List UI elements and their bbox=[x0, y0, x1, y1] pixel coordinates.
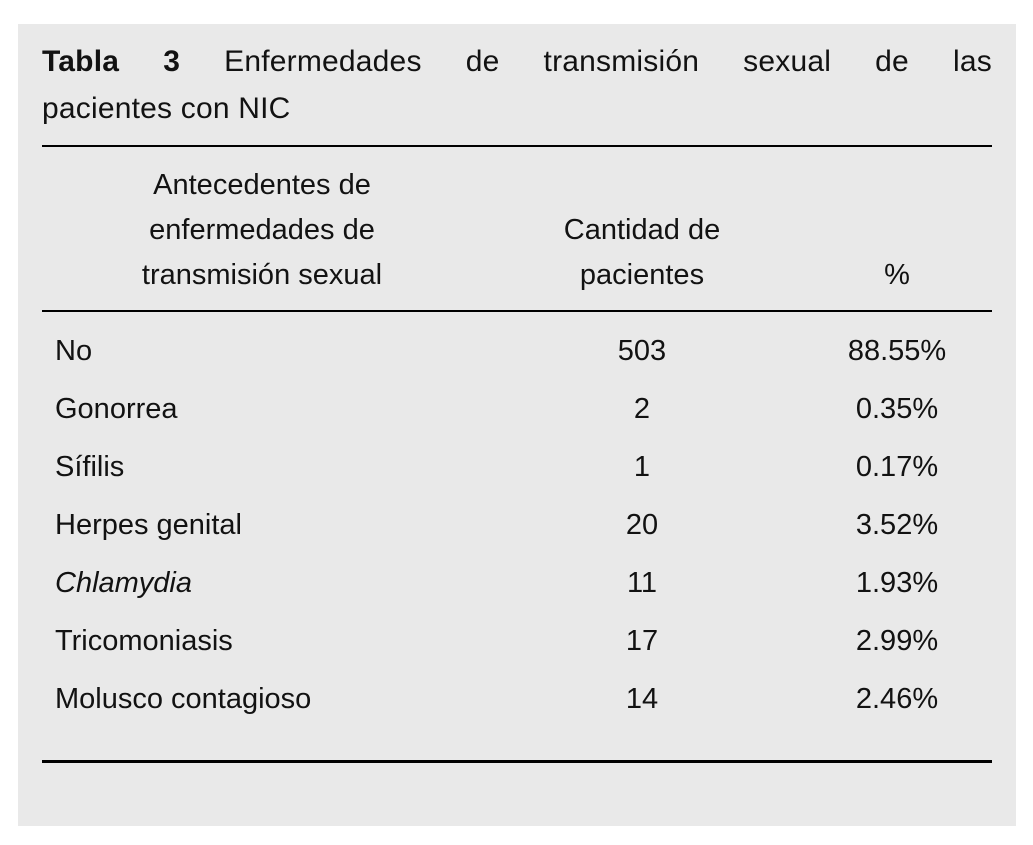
caption-word: Enfermedades bbox=[224, 45, 422, 78]
row-label: Tricomoniasis bbox=[55, 624, 233, 657]
row-label: Sífilis bbox=[55, 450, 125, 483]
column-header-percent: % bbox=[884, 259, 910, 291]
row-percent: 3.52% bbox=[855, 508, 939, 541]
caption-word: de bbox=[465, 45, 500, 78]
row-label: No bbox=[55, 334, 93, 367]
table-row: No 503 88.55% bbox=[42, 322, 992, 380]
table-row: Sífilis 1 0.17% bbox=[42, 438, 992, 496]
row-label: Molusco contagioso bbox=[55, 682, 312, 715]
table-row: Molusco contagioso 14 2.46% bbox=[42, 670, 992, 728]
caption-word: transmisión bbox=[543, 45, 700, 78]
row-count: 1 bbox=[633, 450, 651, 483]
table-row: Herpes genital 20 3.52% bbox=[42, 496, 992, 554]
row-label: Chlamydia bbox=[55, 566, 192, 599]
caption-word: 3 bbox=[163, 45, 181, 78]
column-header-antecedentes: Antecedentes de enfermedades de transmis… bbox=[42, 163, 482, 298]
row-percent: 2.46% bbox=[855, 682, 939, 715]
table-body: No 503 88.55% Gonorrea 2 0.35% Sífilis 1… bbox=[42, 322, 992, 728]
horizontal-rule-header bbox=[42, 310, 992, 312]
row-label: Gonorrea bbox=[55, 392, 178, 425]
row-count: 2 bbox=[633, 392, 651, 425]
horizontal-rule-bottom bbox=[42, 760, 992, 763]
row-percent: 0.17% bbox=[855, 450, 939, 483]
row-count: 11 bbox=[626, 566, 658, 599]
caption-word: de bbox=[875, 45, 909, 78]
column-header-cantidad: Cantidad de pacientes bbox=[482, 208, 802, 298]
row-percent: 88.55% bbox=[847, 334, 947, 367]
table-content: Tabla 3 Enfermedades de transmisión sexu… bbox=[42, 24, 992, 763]
table-panel: Tabla 3 Enfermedades de transmisión sexu… bbox=[18, 24, 1016, 826]
row-percent: 2.99% bbox=[855, 624, 939, 657]
caption-word: sexual bbox=[743, 45, 832, 78]
caption-line-1: Tabla 3 Enfermedades de transmisión sexu… bbox=[42, 38, 992, 85]
row-percent: 0.35% bbox=[855, 392, 939, 425]
caption-word: las bbox=[952, 45, 992, 78]
row-label: Herpes genital bbox=[55, 508, 242, 541]
table-row: Gonorrea 2 0.35% bbox=[42, 380, 992, 438]
horizontal-rule-top bbox=[42, 145, 992, 147]
caption-line-2: pacientes con NIC bbox=[42, 92, 291, 125]
column-header-label: Cantidad de pacientes bbox=[563, 214, 721, 291]
row-count: 20 bbox=[625, 508, 659, 541]
table-row: Chlamydia 11 1.93% bbox=[42, 554, 992, 612]
row-percent: 1.93% bbox=[855, 566, 939, 599]
row-count: 14 bbox=[625, 682, 659, 715]
row-count: 17 bbox=[625, 624, 659, 657]
table-header-row: Antecedentes de enfermedades de transmis… bbox=[42, 147, 992, 310]
column-header-label: Antecedentes de enfermedades de transmis… bbox=[141, 169, 383, 291]
table-row: Tricomoniasis 17 2.99% bbox=[42, 612, 992, 670]
table-caption: Tabla 3 Enfermedades de transmisión sexu… bbox=[42, 24, 992, 132]
caption-word: Tabla bbox=[42, 45, 120, 78]
row-count: 503 bbox=[617, 334, 667, 367]
